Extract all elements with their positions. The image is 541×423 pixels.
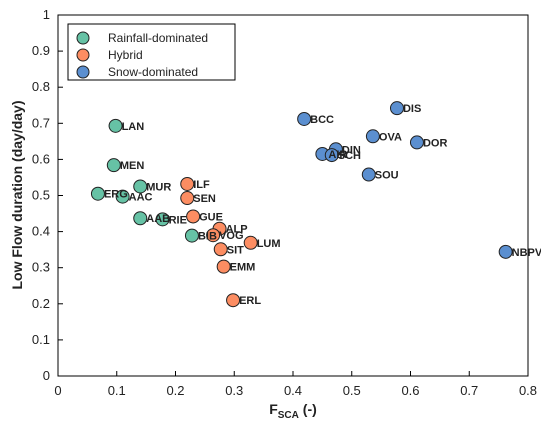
data-point xyxy=(184,228,199,243)
point-label: MUR xyxy=(146,181,171,193)
point-label: LUM xyxy=(257,238,281,250)
point-label: OVA xyxy=(379,131,402,143)
legend-marker-hybrid xyxy=(76,48,90,62)
data-point xyxy=(213,242,228,257)
data-point xyxy=(186,209,201,224)
y-tick-label: 0.8 xyxy=(32,79,50,94)
y-tick-label: 0.1 xyxy=(32,332,50,347)
data-point xyxy=(180,176,195,191)
point-label: BIB xyxy=(198,231,217,243)
data-point xyxy=(226,293,241,308)
y-tick-label: 0.4 xyxy=(32,224,50,239)
point-label: AAB xyxy=(146,213,170,225)
y-tick-label: 0.3 xyxy=(32,260,50,275)
data-point xyxy=(133,211,148,226)
x-axis-label: FSCA (-) xyxy=(269,401,317,421)
data-point xyxy=(297,111,312,126)
data-point xyxy=(133,179,148,194)
y-ticks: 0 0.1 0.2 0.3 0.4 0.5 0.6 0.7 0.8 0.9 1 xyxy=(32,7,63,383)
x-axis-label-sub: SCA xyxy=(278,410,299,421)
data-point xyxy=(361,167,376,182)
point-label: AIR xyxy=(328,149,347,161)
points-layer xyxy=(90,101,513,308)
y-tick-label: 0.5 xyxy=(32,188,50,203)
y-tick-label: 0 xyxy=(43,368,50,383)
data-point xyxy=(324,148,339,163)
legend: Rainfall-dominated Hybrid Snow-dominated xyxy=(67,23,236,81)
data-point xyxy=(389,101,404,116)
x-tick-label: 0.7 xyxy=(460,383,478,398)
y-tick-label: 0.9 xyxy=(32,43,50,58)
data-point xyxy=(243,235,258,250)
x-tick-label: 0.2 xyxy=(166,383,184,398)
point-label: EMM xyxy=(230,262,256,274)
point-label: NBPV xyxy=(512,247,541,259)
data-point xyxy=(106,158,121,173)
x-axis-label-main: F xyxy=(269,401,278,417)
legend-marker-rainfall xyxy=(76,31,90,45)
point-label: ALP xyxy=(226,224,248,236)
x-tick-label: 0.1 xyxy=(108,383,126,398)
legend-marker-snow xyxy=(76,65,90,79)
legend-label-snow: Snow-dominated xyxy=(108,65,198,79)
data-point xyxy=(216,259,231,274)
data-point xyxy=(115,189,130,204)
x-tick-label: 0.8 xyxy=(519,383,537,398)
point-label: LAN xyxy=(122,121,145,133)
point-label: VOG xyxy=(219,230,243,242)
point-label: ERG xyxy=(104,189,128,201)
y-tick-label: 0.7 xyxy=(32,115,50,130)
y-tick-label: 0.6 xyxy=(32,151,50,166)
y-tick-label: 0.2 xyxy=(32,296,50,311)
point-label: SIT xyxy=(227,244,244,256)
legend-label-hybrid: Hybrid xyxy=(108,48,143,62)
point-label: GUE xyxy=(199,211,223,223)
point-label: MEN xyxy=(120,160,145,172)
point-label: ERL xyxy=(239,295,261,307)
point-label: DIN xyxy=(342,144,361,156)
data-point xyxy=(365,129,380,144)
x-axis-label-suffix: (-) xyxy=(299,401,317,417)
data-point xyxy=(155,212,170,227)
point-label: DIS xyxy=(403,103,421,115)
x-tick-label: 0.5 xyxy=(343,383,361,398)
data-point xyxy=(206,228,221,243)
data-point xyxy=(180,191,195,206)
data-point xyxy=(108,118,123,133)
point-label: SCH xyxy=(338,150,361,162)
point-label: AAC xyxy=(129,192,153,204)
data-point xyxy=(498,244,513,259)
point-label: BCC xyxy=(310,114,334,126)
data-point xyxy=(409,135,424,150)
x-tick-label: 0.3 xyxy=(225,383,243,398)
x-tick-label: 0 xyxy=(54,383,61,398)
point-label: SOU xyxy=(375,170,399,182)
legend-frame xyxy=(67,23,236,81)
x-ticks: 0 0.1 0.2 0.3 0.4 0.5 0.6 0.7 0.8 xyxy=(54,371,537,398)
x-tick-label: 0.4 xyxy=(284,383,302,398)
legend-label-rainfall: Rainfall-dominated xyxy=(108,31,208,45)
data-point xyxy=(90,186,105,201)
point-label: RIE xyxy=(169,214,187,226)
y-axis-label: Low Flow duration (day/day) xyxy=(9,101,25,290)
y-tick-label: 1 xyxy=(43,7,50,22)
point-label: DOR xyxy=(423,137,448,149)
point-label: ILF xyxy=(193,179,210,191)
point-label: SEN xyxy=(193,193,216,205)
x-tick-label: 0.6 xyxy=(401,383,419,398)
